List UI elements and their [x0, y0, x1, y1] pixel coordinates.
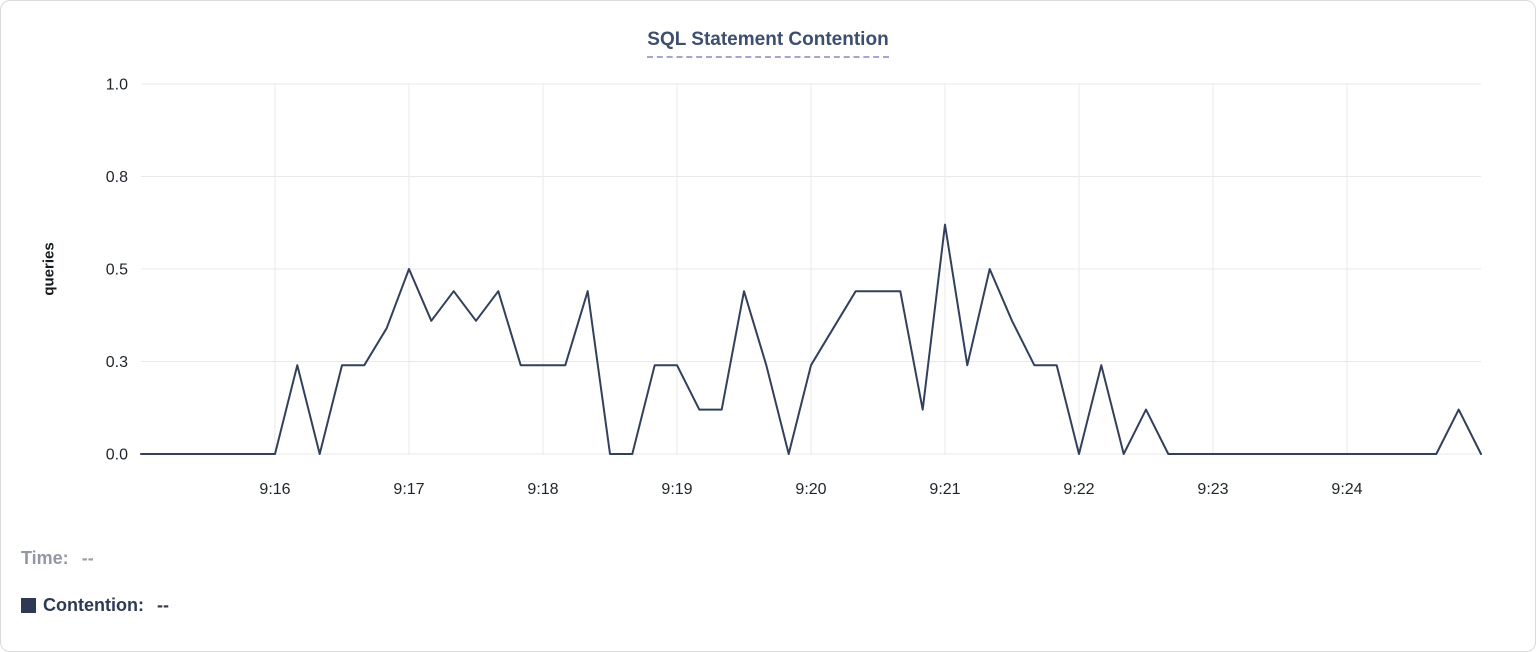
- svg-text:9:22: 9:22: [1063, 481, 1094, 498]
- svg-text:9:20: 9:20: [795, 481, 826, 498]
- contention-legend-swatch-icon: [21, 598, 36, 613]
- legend-contention-label: Contention:: [43, 595, 144, 615]
- chart-title: SQL Statement Contention: [1, 29, 1535, 58]
- svg-text:9:17: 9:17: [393, 481, 424, 498]
- legend-time-row: Time: --: [21, 548, 94, 569]
- contention-line-chart[interactable]: 0.0 0.3 0.5 0.8 1.0 9:16 9:17 9:18 9:19 9:20 9:21 9…: [1, 1, 1536, 521]
- svg-text:9:21: 9:21: [929, 481, 960, 498]
- svg-text:9:19: 9:19: [661, 481, 692, 498]
- svg-text:9:18: 9:18: [527, 481, 558, 498]
- legend-contention-value: --: [156, 595, 169, 615]
- svg-text:9:23: 9:23: [1197, 481, 1228, 498]
- legend-time-value: --: [81, 548, 94, 568]
- svg-text:0.8: 0.8: [106, 169, 128, 186]
- svg-text:1.0: 1.0: [106, 77, 128, 94]
- svg-text:9:24: 9:24: [1331, 481, 1362, 498]
- svg-text:0.5: 0.5: [106, 262, 128, 279]
- legend-time-label: Time:: [21, 548, 69, 568]
- svg-text:0.3: 0.3: [106, 354, 128, 371]
- svg-text:0.0: 0.0: [106, 447, 128, 464]
- svg-text:9:16: 9:16: [259, 481, 290, 498]
- legend-contention-row: Contention: --: [21, 595, 169, 616]
- chart-title-text[interactable]: SQL Statement Contention: [647, 29, 889, 58]
